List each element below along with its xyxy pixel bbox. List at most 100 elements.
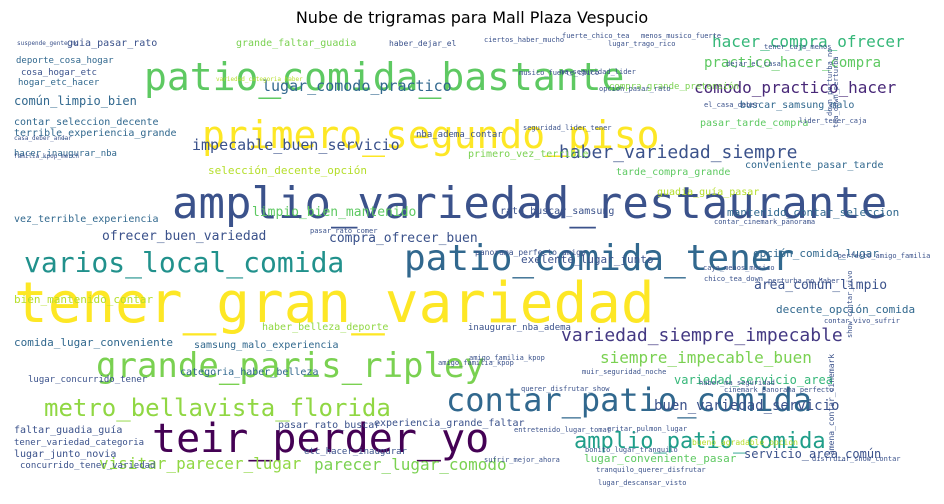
word-variedad-servicio-area: variedad_servicio_area: [674, 373, 833, 387]
word-metro-bellavista-florida: metro_bellavista_florida: [44, 394, 391, 422]
word-exelente-lugar-junto: exelente_lugar_junto: [521, 253, 653, 266]
word-comida-lugar-conveniente: comida_lugar_conveniente: [14, 336, 173, 349]
word-ciertos-haber-mucho: ciertos_haber_mucho: [484, 36, 564, 44]
word-haber-variedad-siempre: haber_variedad_siempre: [559, 142, 797, 163]
word-bueno-agradable-opcion: bueno_agradable_opcion: [692, 438, 798, 447]
word-entretenido-lugar-tomar: entretenido_lugar_tomar: [514, 426, 611, 434]
word-haber-ma-seguridad: haber_ma_seguridad: [699, 379, 775, 387]
word-tener-caja-menos: tener_caja_menos: [764, 43, 831, 51]
word-disfrutar-show-contar: disfrutar_show_contar: [812, 455, 901, 463]
word-sufrir-mejor-ahora: sufrir_mejor_ahora: [484, 456, 560, 464]
word-suspende-gente-no: suspende_gente_no: [17, 40, 79, 47]
word-patio-comida-tener: patio_comida_tener: [404, 238, 794, 279]
word-teir-perder-yo: teir_perder_yo: [152, 416, 489, 462]
word-común-limpio-bien: común_limpio_bien: [14, 94, 137, 108]
word-samsung-malo-experiencia: samsung_malo_experiencia: [194, 340, 339, 351]
word-pasar-tarde-compra: pasar_tarde_compra: [700, 118, 808, 129]
word-primero-segundo-piso: primero_segundo_piso: [202, 113, 660, 158]
word-amigo-familia-kpop: amigo_familia_kpop: [438, 359, 514, 367]
word-inaugurar-nba-adema: inaugurar_nba_adema: [468, 323, 571, 333]
word-gritar-pulmon-lugar: gritar_pulmon_lugar: [607, 425, 687, 433]
word-compra-grande-pretensión: compra_grande_pretensión: [609, 81, 739, 92]
word-lugar-junto-novia: lugar_junto_novia: [14, 449, 116, 460]
word-servicio-area-común: servicio_area_común: [744, 447, 881, 461]
word-caja-menos-musico: caja_menos_musico: [703, 264, 775, 272]
chart-title: Nube de trigramas para Mall Plaza Vespuc…: [295, 8, 649, 27]
word-cinemark-panorama-perfecto: cinemark_panorama_perfecto: [724, 386, 834, 394]
word-lugar-comodo-practico: lugar_comodo_practico: [262, 77, 452, 95]
word-comodo-practico-hacer: comodo_practico_hacer: [694, 78, 897, 97]
word-hogar-etc-hacer: hogar_etc_hacer: [18, 78, 100, 88]
word-hacer-inaugurar-nba: hacer_inaugurar_nba: [14, 149, 117, 159]
word-vez-terrible-experiencia: vez_terrible_experiencia: [14, 214, 159, 225]
word-terrible-experiencia-grande: terrible_experiencia_grande: [14, 128, 177, 139]
word-variedad-categoria-haber: variedad_categoria_haber: [216, 76, 303, 83]
word-tranquilo-querer-disfrutar: tranquilo_querer_disfrutar: [596, 466, 706, 474]
word-lugar-descansar-visto: lugar_descansar_visto: [598, 479, 687, 487]
word-parecer-lugar-comodo: parecer_lugar_comodo: [314, 455, 507, 474]
word-lugar-concurrido-tener: lugar_concurrido_tener: [28, 375, 148, 385]
word-mantenido-contar-seleccion: mantenido_contar_seleccion: [727, 206, 899, 219]
word-contar-vivo-sufrir: contar_vivo_sufrir: [824, 317, 900, 325]
word-fuerte-chico-tea: fuerte_chico_tea: [562, 32, 629, 40]
word-concurrido-tener-variedad: concurrido_tener_variedad: [20, 461, 155, 471]
word-ma-seguridad-lider: ma_seguridad_lider: [560, 68, 636, 76]
word-tener-variedad-categoria: tener_variedad_categoria: [14, 438, 144, 448]
word-lugar-conveniente-pasar: lugar_conveniente_pasar: [584, 452, 737, 465]
word-musico-fuerte-chico: musico_fuerte_chico: [519, 69, 599, 77]
word-amplio-patio-comida: amplio_patio_comida: [574, 429, 826, 454]
word-perturba-no-haber: perturba_no_haber: [768, 277, 840, 285]
word-variedad-siempre-impecable: variedad_siempre_impecable: [561, 325, 843, 346]
word-visitar-parecer-lugar: visitar_parecer_lugar: [99, 454, 302, 473]
word-bien-mantenido-contar: bien_mantenido_contar: [14, 293, 153, 306]
word-amena-contar-cinemark: amena_contar_cinemark: [827, 354, 836, 455]
word-familia-kpop-merch: familia_kpop_merch: [14, 153, 79, 160]
word-impecable-buen-servicio: impecable_buen_servicio: [192, 136, 400, 154]
word-pasar-rato-comer: pasar_rato_comer: [310, 227, 377, 235]
word-grande-paris-ripley: grande_paris_ripley: [96, 346, 485, 386]
word-guadia-guía-pasar: guadia_guía_pasar: [657, 186, 759, 198]
word-nba-adema-contar: nba_adema_contar: [416, 130, 503, 140]
word-varios-local-comida: varios_local_comida: [24, 246, 344, 280]
word-deporte-cosa-hogar: deporte_cosa_hogar: [16, 56, 114, 66]
word-buen-variedad-servicio: buen_variedad_servicio: [654, 398, 839, 414]
word-contar-patio-comida: contar_patio_comida: [446, 381, 812, 419]
word-lider-tener-caja: lider_tener_caja: [799, 117, 866, 125]
word-querer-disfrutar-show: querer_disfrutar_show: [521, 385, 610, 393]
word-tarde-compra-grande: tarde_compra_grande: [616, 167, 730, 178]
word-show-contar-vivo: show_contar_vivo: [846, 271, 854, 338]
word-ofrecer-buen-variedad: ofrecer_buen_variedad: [102, 229, 266, 244]
word-perfecto-amigo-familia: perfecto_amigo_familia: [838, 252, 930, 260]
word-experiencia-grande-faltar: experiencia_grande_faltar: [374, 418, 525, 429]
word-menos-musico-fuerte: menos_musico_fuerte: [641, 32, 721, 40]
word-amplio-variedad-restaurante: amplio_variedad_restaurante: [172, 178, 887, 229]
word-contar-seleccion-decente: contar_seleccion_decente: [14, 117, 159, 128]
word-lugar-trago-rico: lugar_trago_rico: [608, 40, 675, 48]
word-chico-tea-down: chico_tea_down: [704, 275, 763, 283]
word-faltar-guadia-guía: faltar_guadia_guía: [14, 424, 122, 436]
word-primero-vez-terrible: primero_vez_terrible: [468, 149, 588, 160]
word-muir-seguridad-noche: muir_seguridad_noche: [582, 368, 666, 376]
word-patio-comida-bastante: patio_comida_bastante: [144, 55, 624, 100]
word-conveniente-pasar-tarde: conveniente_pasar_tarde: [745, 160, 883, 171]
word-haber-belleza-deporte: haber_belleza_deporte: [262, 322, 388, 333]
word-hacer-compra-ofrecer: hacer_compra_ofrecer: [712, 32, 905, 51]
word-practico-hacer-compra: practico_hacer_compra: [704, 55, 881, 71]
word-limpio-bien-mantenido: limpio_bien_mantenido: [252, 205, 416, 220]
word-seguridad-lider-tener: seguridad_lider_tener: [523, 124, 612, 132]
word-opcion-pasar-rato: opcion_pasar_rato: [599, 85, 671, 93]
word-pasar-rato-buscar: pasar_rato_buscar: [278, 420, 380, 431]
word-grande-faltar-guadia: grande_faltar_guadia: [236, 38, 356, 49]
word-cloud: tener_gran_variedad amplio_variedad_resta…: [14, 32, 930, 487]
word-panorama-perfecto-amigo: panorama_perfecto_amigo: [475, 248, 586, 257]
word-tener-gran-variedad: tener_gran_variedad: [14, 271, 655, 336]
word-dejar-el-casa: dejar_el_casa: [726, 60, 781, 68]
word-casa-deber-andar: casa_deber_andar: [14, 135, 72, 142]
word-cosa-hogar-etc: cosa_hogar_etc: [21, 68, 97, 78]
word-down-perturba-no: down_perturba_no: [826, 49, 834, 116]
word-opción-comida-lugar: opción_comida_lugar: [753, 247, 879, 260]
word-categoria-haber-belleza: categoria_haber_belleza: [180, 367, 318, 378]
word-guia-pasar-rato: guia_pasar_rato: [67, 38, 157, 49]
word-compra-ofrecer-buen: compra_ofrecer_buen: [329, 231, 478, 246]
word-etc-hacer-inaugurar: etc_hacer_inaugurar: [304, 447, 408, 457]
